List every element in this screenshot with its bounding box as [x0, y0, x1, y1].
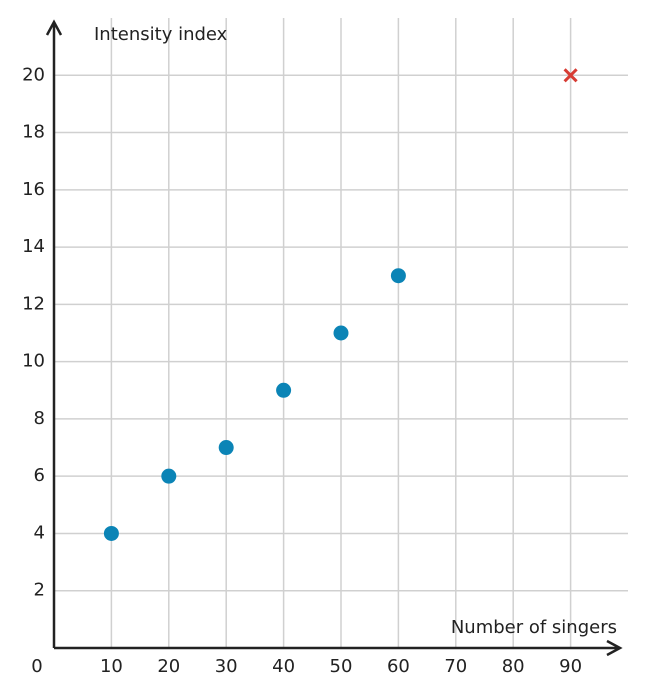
y-tick-label: 12 — [22, 293, 45, 314]
y-tick-label: 16 — [22, 179, 45, 200]
data-point — [390, 268, 406, 284]
x-tick-label: 90 — [559, 656, 582, 677]
y-tick-label: 4 — [34, 522, 45, 543]
data-point — [218, 440, 234, 456]
y-axis — [45, 19, 63, 648]
x-tick-label: 40 — [272, 656, 295, 677]
x-axis-label: Number of singers — [451, 617, 617, 638]
y-tick-label: 14 — [22, 236, 45, 257]
y-axis-label: Intensity index — [94, 24, 228, 45]
x-axis — [54, 639, 623, 657]
grid — [54, 18, 628, 648]
y-tick-label: 2 — [34, 580, 45, 601]
data-point — [276, 382, 292, 398]
x-tick-label: 10 — [100, 656, 123, 677]
data-point — [333, 325, 349, 341]
x-tick-label: 30 — [215, 656, 238, 677]
y-tick-label: 6 — [34, 465, 45, 486]
x-tick-label: 70 — [444, 656, 467, 677]
x-tick-label: 60 — [387, 656, 410, 677]
x-tick-label: 0 — [31, 656, 42, 677]
y-tick-label: 18 — [22, 122, 45, 143]
outlier-point — [563, 68, 578, 83]
x-tick-label: 50 — [330, 656, 353, 677]
y-tick-label: 10 — [22, 351, 45, 372]
y-tick-label: 8 — [34, 408, 45, 429]
x-tick-label: 20 — [157, 656, 180, 677]
data-point — [103, 525, 119, 541]
y-tick-label: 20 — [22, 64, 45, 85]
x-tick-label: 80 — [502, 656, 525, 677]
data-point — [161, 468, 177, 484]
